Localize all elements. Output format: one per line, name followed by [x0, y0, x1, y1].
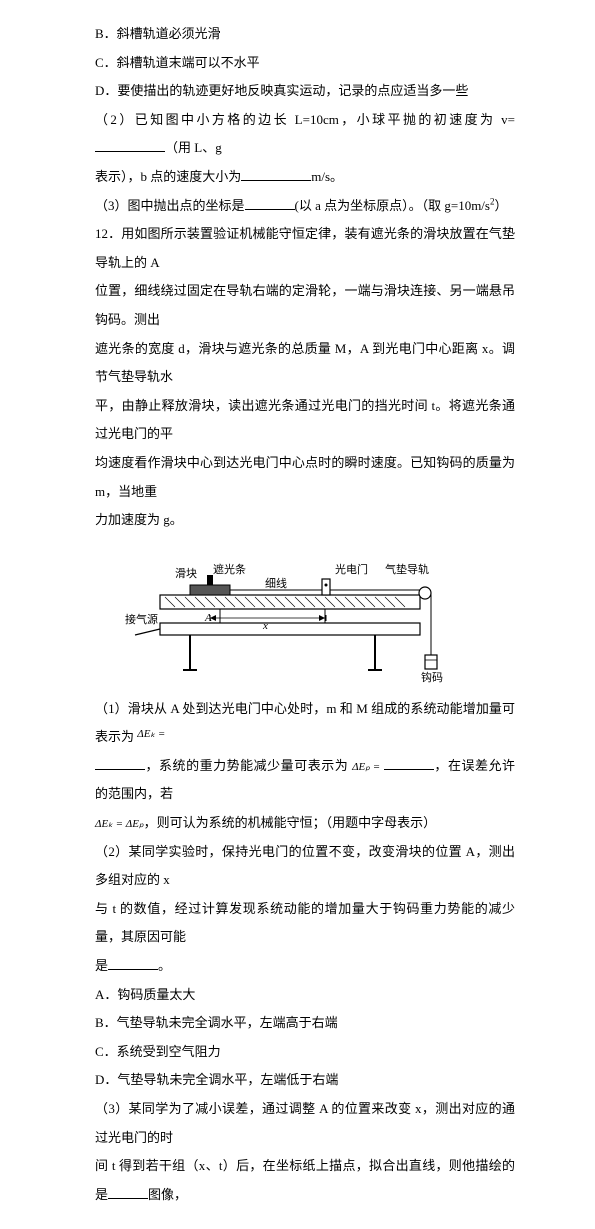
blank-reason: [108, 956, 158, 970]
blank-v: [95, 138, 165, 152]
q12-l6: 力加速度为 g。: [95, 506, 515, 535]
label-strip: 遮光条: [213, 562, 246, 576]
label-slider: 滑块: [175, 567, 197, 580]
q3-line: （3）图中抛出点的坐标是(以 a 点为坐标原点）。（取 g=10m/s2）: [95, 192, 515, 221]
apparatus-figure: 接气源 遮光条 滑块 细线 光电门 气垫导轨 钩码 A: [125, 545, 485, 685]
label-x: x: [262, 620, 268, 632]
sub3-l1: （3）某同学为了减小误差，通过调整 A 的位置来改变 x，测出对应的通过光电门的…: [95, 1095, 515, 1152]
option-d: D．要使描出的轨迹更好地反映真实运动，记录的点应适当多一些: [95, 77, 515, 106]
sub2-b: B．气垫导轨未完全调水平，左端高于右端: [95, 1009, 515, 1038]
label-wire: 细线: [265, 576, 287, 590]
q12-l3: 遮光条的宽度 d，滑块与遮光条的总质量 M，A 到光电门中心距离 x。调节气垫导…: [95, 335, 515, 392]
q2-unit: m/s。: [311, 169, 343, 184]
q2-line1: （2）已知图中小方格的边长 L=10cm，小球平抛的初速度为 v= （用 L、g: [95, 106, 515, 163]
q12-l5: 均速度看作滑块中心到达光电门中心点时的瞬时速度。已知钩码的质量为 m，当地重: [95, 449, 515, 506]
sub1-text2: ，系统的重力势能减少量可表示为: [145, 758, 348, 773]
sub2-l1: （2）某同学实验时，保持光电门的位置不变，改变滑块的位置 A，测出多组对应的 x: [95, 838, 515, 895]
q2-text1: （2）已知图中小方格的边长 L=10cm，小球平抛的初速度为 v=: [95, 112, 515, 127]
sub1-line3: ΔEₖ = ΔEₚ，则可认为系统的机械能守恒；（用题中字母表示）: [95, 809, 515, 838]
sub1-line2: ，系统的重力势能减少量可表示为 ΔEₚ = ，在误差允许的范围内，若: [95, 752, 515, 809]
q3-text2: (以 a 点为坐标原点）。（取 g=10m/s: [295, 198, 490, 213]
sub2-text4: 。: [158, 958, 171, 973]
sub2-d: D．气垫导轨未完全调水平，左端低于右端: [95, 1066, 515, 1095]
sub2-c: C．系统受到空气阻力: [95, 1038, 515, 1067]
label-hook: 钩码: [421, 670, 443, 684]
blank-graph: [108, 1185, 148, 1199]
q12-l4: 平，由静止释放滑块，读出遮光条通过光电门的挡光时间 t。将遮光条通过光电门的平: [95, 392, 515, 449]
sub2-text3: 是: [95, 958, 108, 973]
q12-l1: 12．用如图所示装置验证机械能守恒定律，装有遮光条的滑块放置在气垫导轨上的 A: [95, 220, 515, 277]
q3-text3: ）: [494, 198, 507, 213]
label-track: 气垫导轨: [385, 562, 429, 576]
sub3-text3: 图像，: [148, 1187, 187, 1202]
sub3-l2: 间 t 得到若干组（x、t）后，在坐标纸上描点，拟合出直线，则他描绘的是图像，: [95, 1152, 515, 1209]
label-gate: 光电门: [335, 562, 368, 576]
blank-coord: [245, 196, 295, 210]
option-c: C．斜槽轨道末端可以不水平: [95, 49, 515, 78]
q2-text3: 表示），b 点的速度大小为: [95, 169, 241, 184]
q2-text2: （用 L、g: [165, 140, 222, 155]
sub1-text4: ，则可认为系统的机械能守恒；（用题中字母表示）: [144, 815, 437, 830]
sub2-l2: 与 t 的数值，经过计算发现系统动能的增加量大于钩码重力势能的减少量，其原因可能: [95, 895, 515, 952]
label-air: 接气源: [125, 612, 158, 626]
sub2-a: A．钩码质量太大: [95, 981, 515, 1010]
sub2-l3: 是。: [95, 952, 515, 981]
formula-eq: ΔEₖ = ΔEₚ: [95, 812, 144, 836]
option-b: B．斜槽轨道必须光滑: [95, 20, 515, 49]
q2-line2: 表示），b 点的速度大小为 m/s。: [95, 163, 515, 192]
blank-dEk: [95, 756, 145, 770]
formula-dEp: ΔEₚ =: [352, 755, 380, 779]
sub1-line1: （1）滑块从 A 处到达光电门中心处时，m 和 M 组成的系统动能增加量可表示为…: [95, 695, 515, 752]
formula-dEk: ΔEₖ =: [137, 722, 165, 746]
blank-vb: [241, 167, 311, 181]
q3-text1: （3）图中抛出点的坐标是: [95, 198, 245, 213]
page-content: B．斜槽轨道必须光滑 C．斜槽轨道末端可以不水平 D．要使描出的轨迹更好地反映真…: [0, 0, 595, 1229]
blank-dEp: [384, 756, 434, 770]
q12-l2: 位置，细线绕过固定在导轨右端的定滑轮，一端与滑块连接、另一端悬吊钩码。测出: [95, 277, 515, 334]
